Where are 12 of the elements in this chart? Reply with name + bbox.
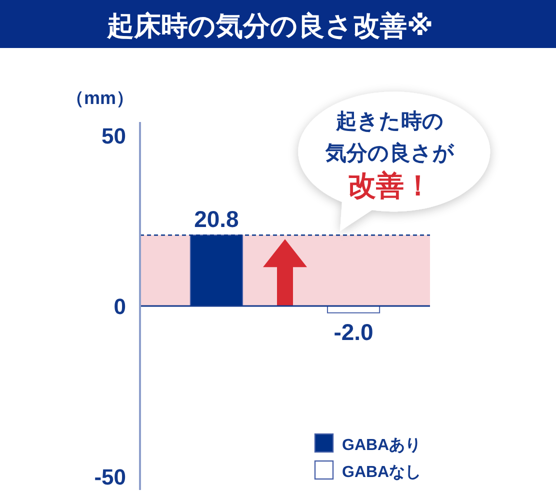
chart-title: 起床時の気分の良さ改善※ [106, 11, 434, 41]
legend-label: GABAあり [342, 437, 422, 454]
y-axis-title: （mm） [66, 88, 134, 108]
data-label: -2.0 [334, 318, 374, 345]
annotation: 起きた時の [335, 110, 444, 133]
y-tick-label: -50 [94, 464, 126, 490]
annotation: 気分の良さが [324, 141, 454, 165]
y-tick-label: 0 [114, 294, 126, 319]
annotation: 改善！ [348, 170, 432, 201]
y-tick-label: 50 [102, 124, 126, 149]
legend-label: GABAなし [342, 464, 422, 481]
data-label: 20.8 [194, 206, 240, 232]
